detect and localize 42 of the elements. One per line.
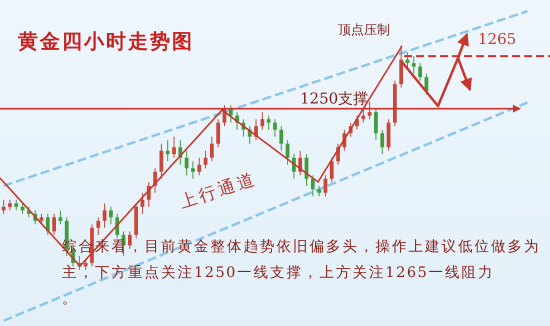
ref-line-label: 1250支撑 — [300, 90, 368, 108]
candlestick — [52, 213, 56, 236]
candlestick — [380, 129, 384, 155]
candlestick — [14, 199, 18, 211]
candlestick — [197, 157, 202, 176]
candlestick — [273, 118, 277, 138]
candlestick — [216, 118, 220, 148]
candlestick — [184, 150, 189, 176]
candlestick — [304, 154, 308, 186]
text: 黄金四小时走势图 — [17, 29, 194, 53]
annotation: 顶点压制 — [338, 23, 390, 38]
candlestick — [266, 115, 271, 130]
candlestick — [58, 210, 62, 225]
candlestick — [286, 140, 290, 166]
candlestick — [210, 136, 214, 162]
candlestick — [418, 62, 422, 82]
candlestick — [361, 108, 366, 124]
candlestick — [8, 199, 12, 211]
candlestick — [204, 150, 208, 169]
candlestick — [292, 154, 296, 180]
candlestick — [166, 140, 170, 162]
candlestick — [102, 202, 106, 228]
annotation: 上行通道 — [177, 169, 260, 213]
candlestick — [412, 56, 416, 74]
candlestick — [374, 108, 378, 141]
candlestick — [279, 126, 284, 152]
candlestick — [128, 230, 132, 250]
candlestick — [310, 174, 315, 197]
candlestick — [140, 192, 144, 214]
candlestick — [172, 136, 176, 158]
candlestick — [160, 143, 164, 180]
candlestick — [330, 157, 334, 183]
ref-line-label: 1265 — [478, 30, 516, 48]
candlestick — [2, 199, 6, 214]
candlestick — [260, 112, 264, 130]
candlestick — [96, 216, 100, 236]
candlestick — [109, 206, 113, 225]
candlestick — [324, 174, 328, 197]
candlestick — [20, 202, 24, 214]
candlestick — [191, 160, 195, 180]
candlestick — [317, 185, 322, 197]
candlestick — [368, 101, 372, 120]
